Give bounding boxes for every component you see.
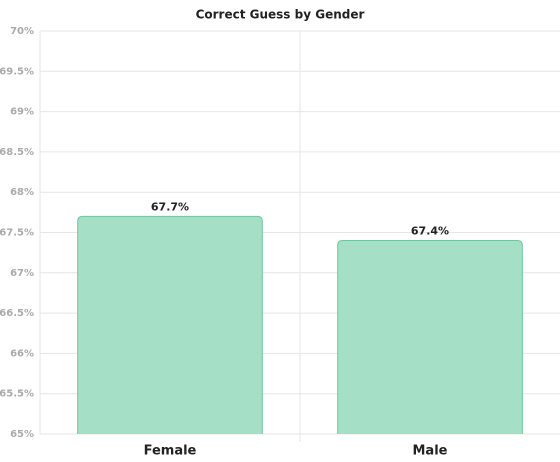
y-tick-label: 70%	[10, 26, 34, 37]
chart-title: Correct Guess by Gender	[196, 8, 365, 22]
y-tick-label: 67.5%	[0, 228, 34, 239]
y-tick-label: 66%	[10, 348, 34, 359]
x-tick-label: Male	[413, 444, 448, 459]
value-label: 67.7%	[151, 200, 189, 213]
y-tick-label: 65%	[10, 429, 34, 440]
y-tick-label: 66.5%	[0, 308, 34, 319]
bar	[77, 215, 263, 434]
y-tick-label: 68.5%	[0, 147, 34, 158]
value-label: 67.4%	[411, 225, 449, 238]
y-tick-label: 67%	[10, 268, 34, 279]
bar	[337, 240, 523, 434]
y-tick-label: 68%	[10, 187, 34, 198]
x-tick-label: Female	[144, 444, 197, 459]
y-tick-label: 65.5%	[0, 389, 34, 400]
y-tick-label: 69.5%	[0, 66, 34, 77]
y-tick-label: 69%	[10, 107, 34, 118]
